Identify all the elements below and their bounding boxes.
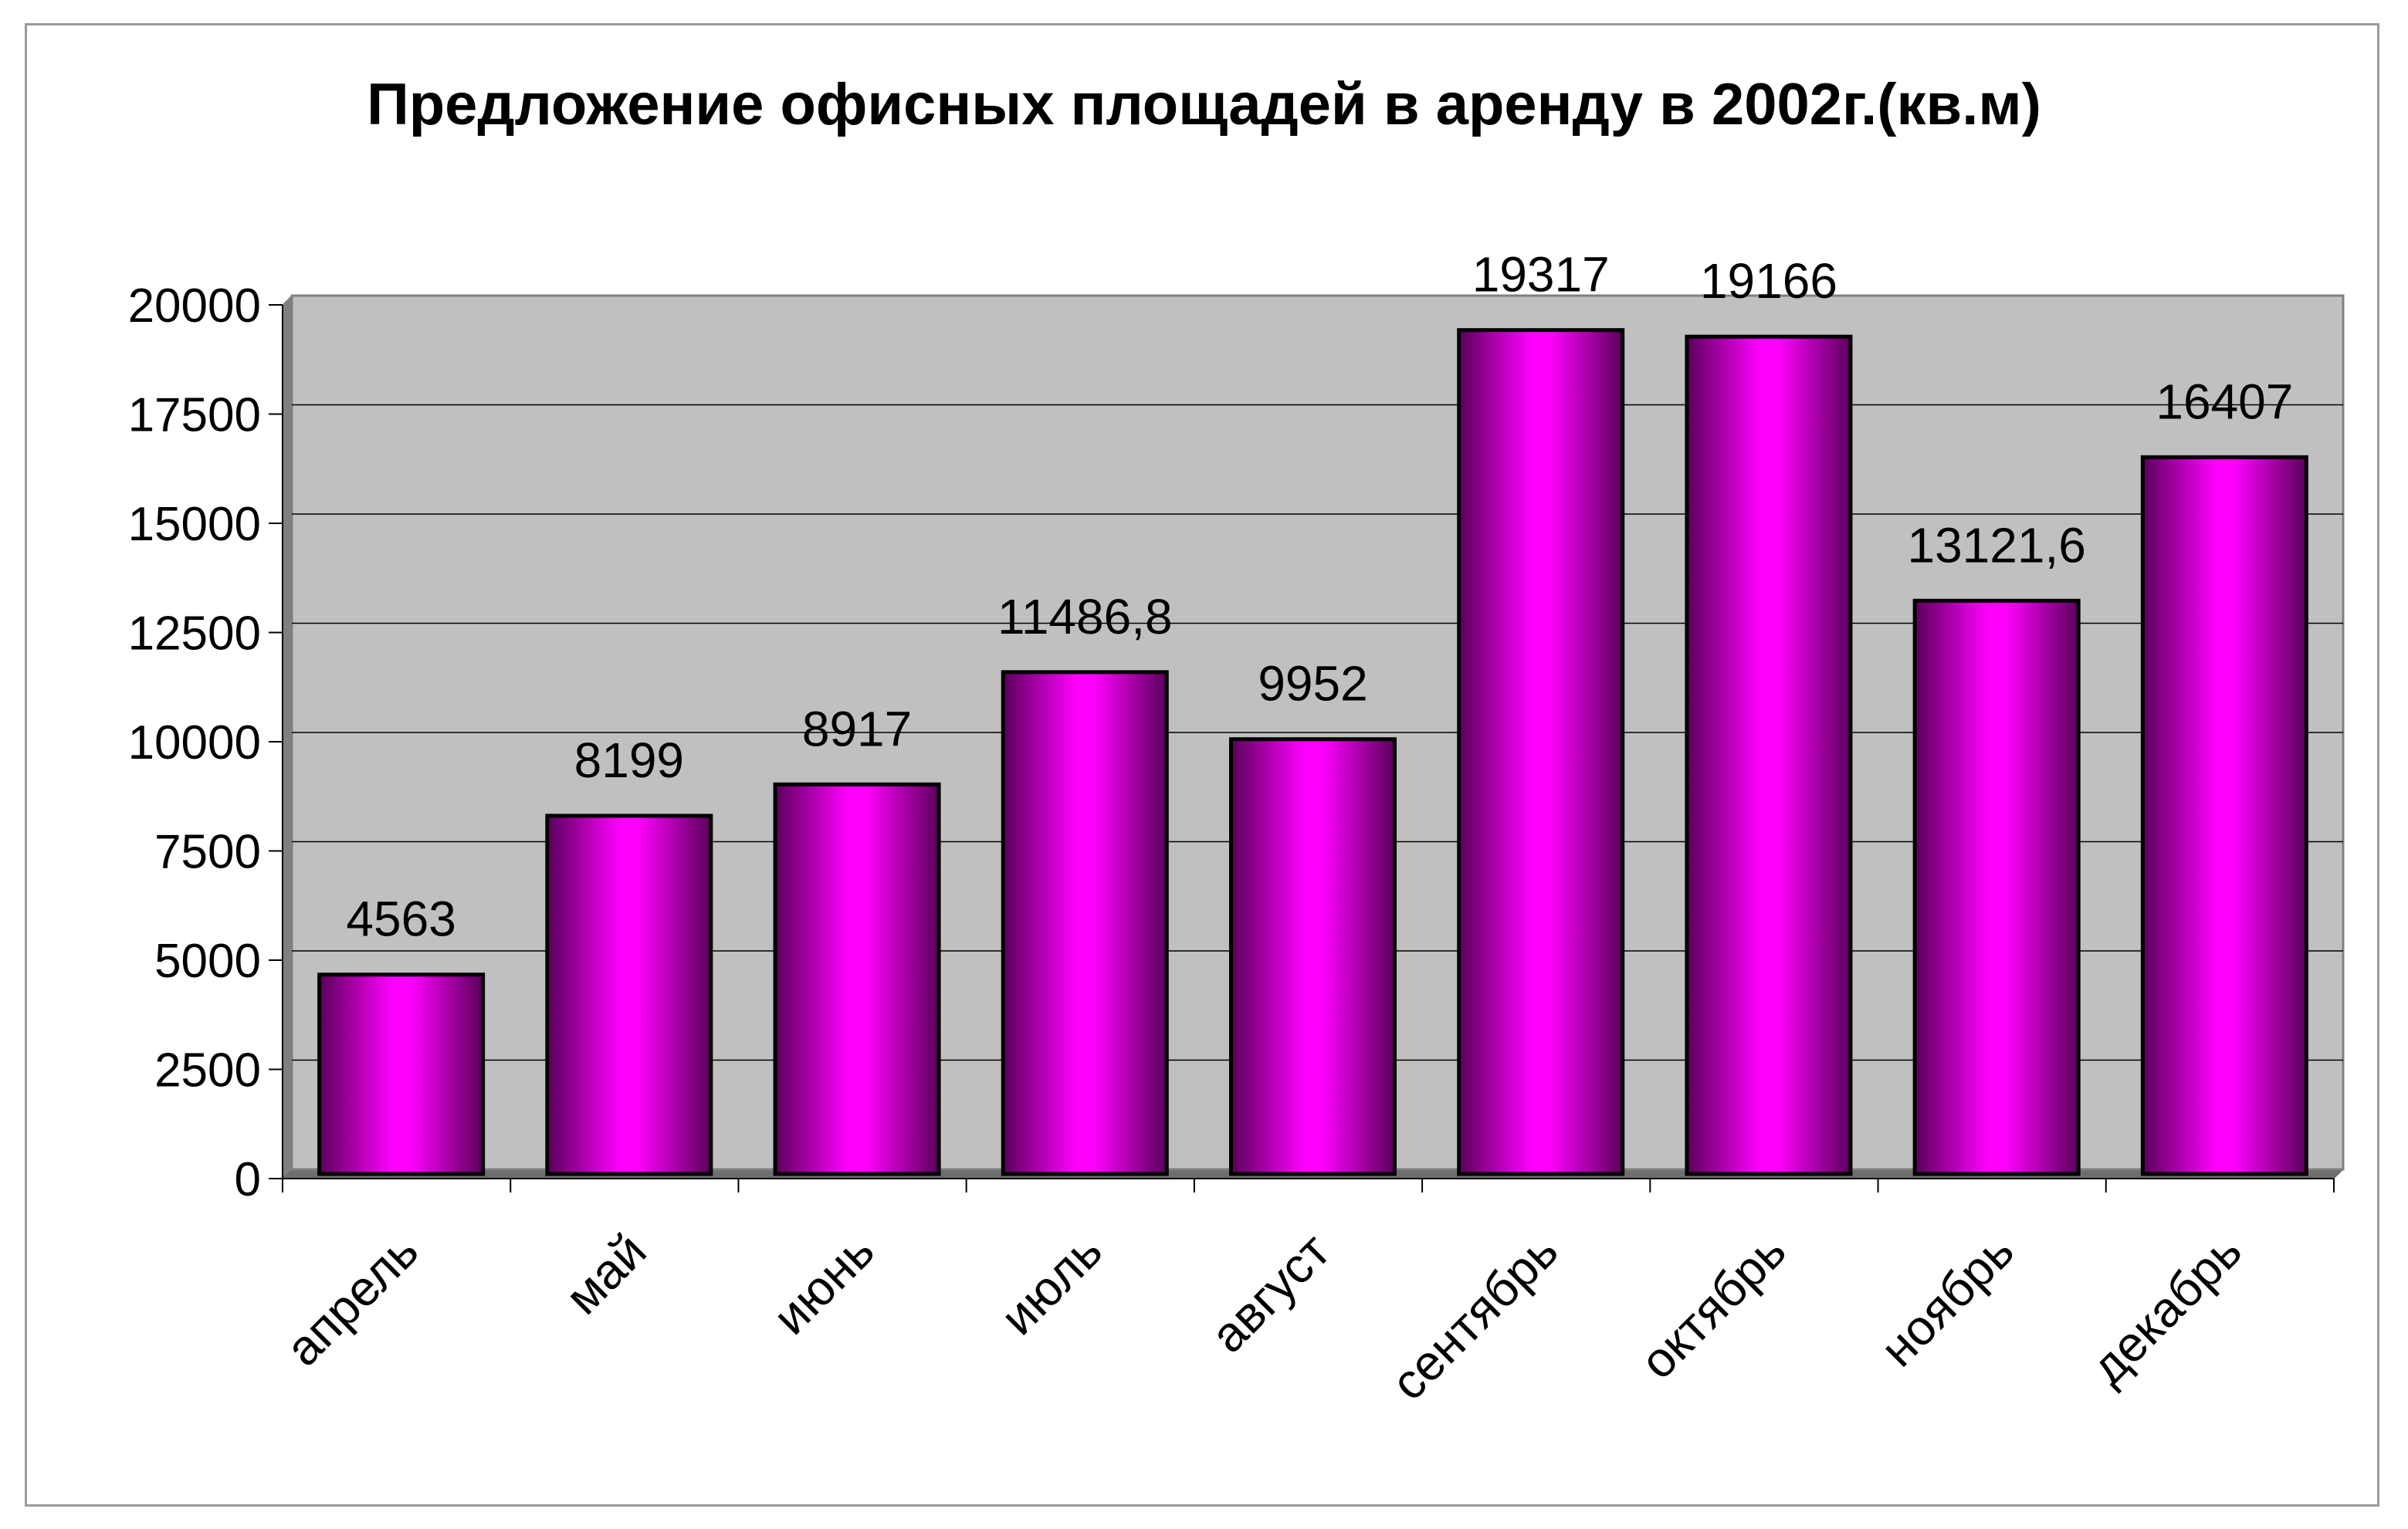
y-tick-label: 20000 xyxy=(128,279,261,333)
bar-9 xyxy=(2140,455,2308,1176)
bar-2 xyxy=(545,814,713,1176)
y-tick-label: 0 xyxy=(235,1153,261,1206)
bar-8 xyxy=(1912,598,2081,1176)
bar-4 xyxy=(1001,670,1169,1176)
y-tick-label: 12500 xyxy=(128,607,261,661)
x-category-label: апрель xyxy=(275,1223,428,1376)
plot-side-wall xyxy=(282,294,293,1180)
data-label: 11486,8 xyxy=(997,589,1173,644)
y-tick-label: 2500 xyxy=(154,1044,261,1098)
x-category-label: декабрь xyxy=(2080,1223,2252,1395)
data-label: 19317 xyxy=(1472,247,1610,303)
x-category-label: июнь xyxy=(762,1223,885,1345)
bar-6 xyxy=(1457,328,1625,1176)
data-label: 19166 xyxy=(1700,253,1837,309)
x-category-label: ноябрь xyxy=(1870,1223,2024,1377)
data-label: 13121,6 xyxy=(1907,517,2085,573)
x-category-label: май xyxy=(554,1223,656,1324)
bar-1 xyxy=(317,973,486,1176)
x-category-label: сентябрь xyxy=(1380,1223,1569,1411)
data-label: 8199 xyxy=(574,732,684,788)
y-tick-label: 7500 xyxy=(154,826,261,879)
bar-7 xyxy=(1685,334,1853,1176)
x-category-label: август xyxy=(1200,1223,1340,1363)
y-tick-label: 15000 xyxy=(128,498,261,551)
y-tick-label: 17500 xyxy=(128,389,261,442)
y-tick-label: 10000 xyxy=(128,716,261,770)
data-label: 9952 xyxy=(1258,656,1367,712)
bar-5 xyxy=(1229,737,1397,1176)
chart-title: Предложение офисных площадей в аренду в … xyxy=(367,72,2041,137)
y-tick-label: 5000 xyxy=(154,935,261,988)
data-label: 4563 xyxy=(346,891,456,947)
data-label: 16407 xyxy=(2156,374,2293,429)
x-category-label: октябрь xyxy=(1630,1223,1797,1389)
bar-3 xyxy=(773,782,941,1176)
data-label: 8917 xyxy=(802,701,912,756)
x-category-label: июль xyxy=(990,1223,1113,1345)
